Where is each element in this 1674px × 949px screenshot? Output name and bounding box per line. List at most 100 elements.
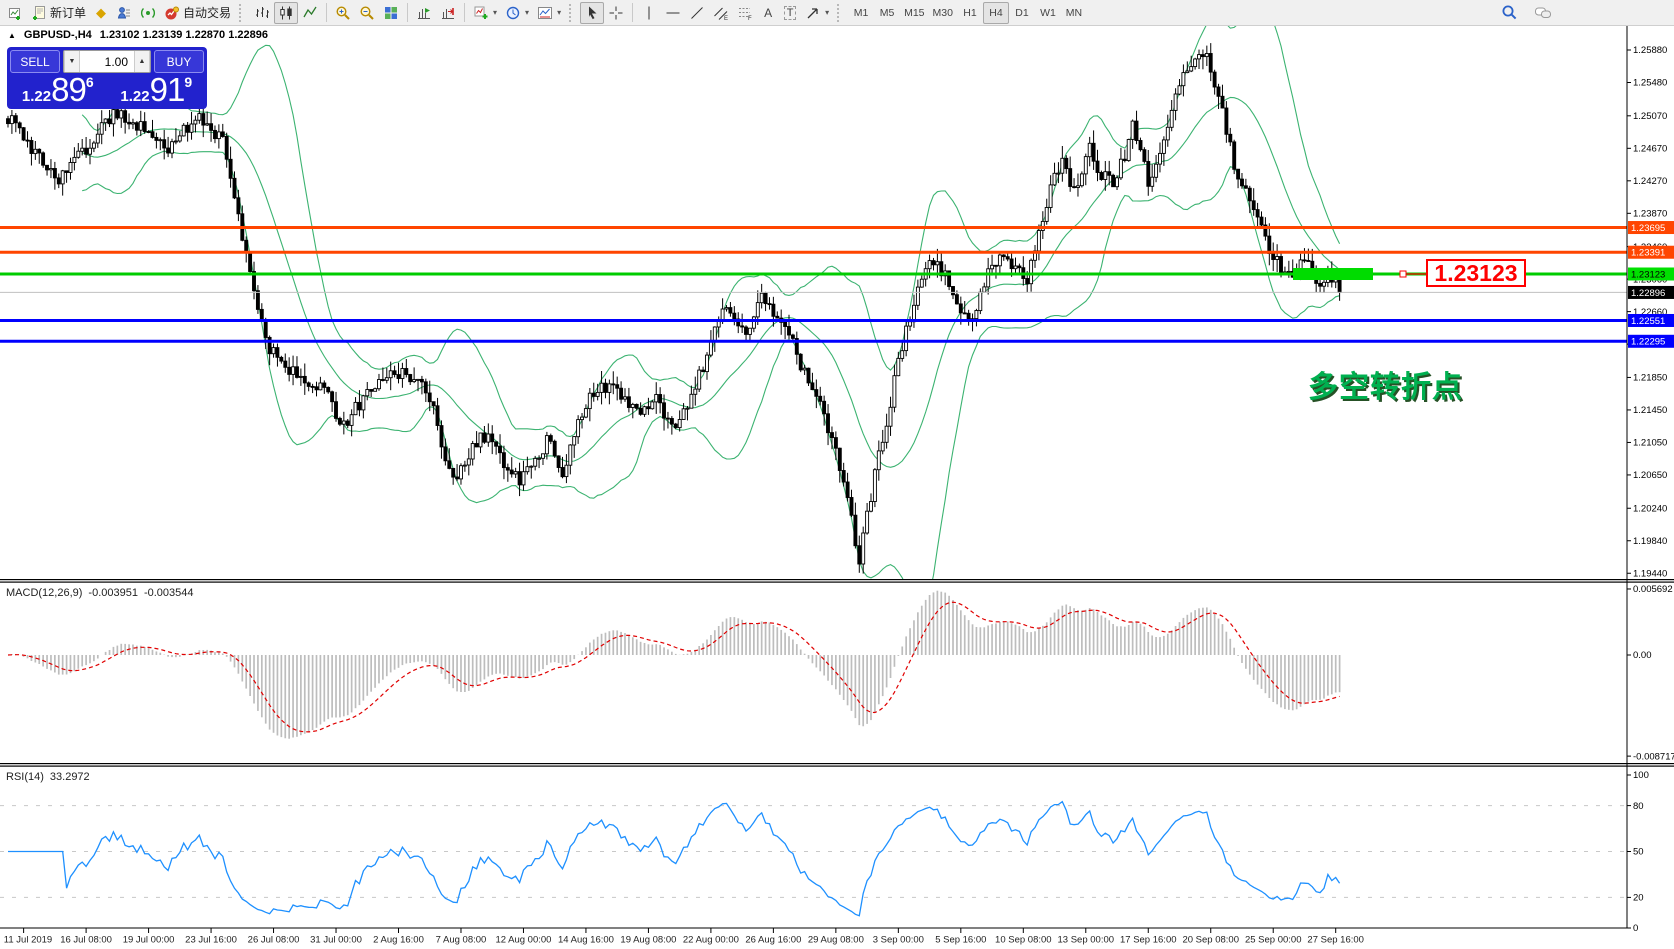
pane-borders xyxy=(0,26,1674,929)
auto-scroll-icon xyxy=(418,7,431,19)
arrows-tool-button[interactable]: ▾ xyxy=(801,2,833,24)
rsi-axis: 100 80 50 20 0 xyxy=(1627,770,1649,934)
line-chart-button[interactable] xyxy=(298,2,322,24)
market-watch-button[interactable]: ◆ xyxy=(90,2,112,24)
vertical-line-icon xyxy=(648,6,650,19)
svg-text:F: F xyxy=(748,16,752,21)
svg-text:10 Sep 08:00: 10 Sep 08:00 xyxy=(995,935,1052,946)
timeframe-M15[interactable]: M15 xyxy=(904,6,925,19)
toolbar-grip[interactable] xyxy=(239,3,246,22)
svg-text:1.24270: 1.24270 xyxy=(1633,176,1667,187)
buy-price-display[interactable]: 1.22 91 9 xyxy=(120,71,193,108)
symbol-period: GBPUSD-,H4 xyxy=(23,29,92,41)
turning-point-annotation[interactable]: 多空转折点 xyxy=(1308,371,1463,404)
macd-axis: 0.005692 0.00 -0.008717 xyxy=(1627,584,1674,762)
zoom-out-button[interactable] xyxy=(355,2,379,24)
equidistant-channel-tool-button[interactable]: E xyxy=(709,2,733,24)
cursor-button[interactable] xyxy=(580,1,605,24)
text-label-tool-button[interactable]: T xyxy=(779,2,801,24)
crosshair-button[interactable] xyxy=(604,2,628,24)
highlight-rect[interactable] xyxy=(1293,268,1373,280)
timeframe-M1[interactable]: M1 xyxy=(853,6,869,19)
tile-windows-icon xyxy=(385,6,398,19)
chart-canvas[interactable]: 1.25880 1.25480 1.25070 1.24670 1.24270 1.238… xyxy=(0,26,1674,949)
line-chart-icon xyxy=(303,6,317,17)
volume-spinner: ▼ ▲ xyxy=(63,50,151,73)
timeframe-W1[interactable]: W1 xyxy=(1040,6,1056,19)
periods-button[interactable]: ▾ xyxy=(501,2,533,24)
svg-text:0: 0 xyxy=(1633,923,1638,934)
caret-down-icon: ▾ xyxy=(493,8,498,17)
collapse-icon[interactable]: ▲ xyxy=(8,30,16,40)
svg-text:31 Jul 00:00: 31 Jul 00:00 xyxy=(310,935,362,946)
indicators-icon xyxy=(474,6,488,19)
indicators-button[interactable]: ▾ xyxy=(469,2,501,24)
auto-trading-icon xyxy=(165,6,180,19)
new-chart-button[interactable] xyxy=(3,2,27,24)
svg-text:1.20650: 1.20650 xyxy=(1633,470,1667,481)
svg-text:-0.008717: -0.008717 xyxy=(1633,751,1674,762)
volume-increase-button[interactable]: ▲ xyxy=(134,51,150,72)
tile-windows-button[interactable] xyxy=(379,2,403,24)
vertical-line-tool-button[interactable] xyxy=(637,2,661,24)
svg-text:1.25070: 1.25070 xyxy=(1633,111,1667,122)
timeframe-H4[interactable]: H4 xyxy=(982,1,1009,24)
ohlc-values: 1.23102 1.23139 1.22870 1.22896 xyxy=(99,29,268,41)
trendline-icon xyxy=(691,6,703,19)
buy-button[interactable]: BUY xyxy=(154,50,204,73)
macd-label: MACD(12,26,9) -0.003951 -0.003544 xyxy=(6,587,194,599)
signals-button[interactable] xyxy=(136,2,160,24)
templates-icon xyxy=(538,6,553,19)
search-button[interactable] xyxy=(1497,2,1522,24)
sell-button[interactable]: SELL xyxy=(10,50,60,73)
zoom-in-button[interactable] xyxy=(331,2,355,24)
templates-button[interactable]: ▾ xyxy=(533,2,565,24)
candlestick-chart-button[interactable] xyxy=(274,1,299,24)
sell-price-display[interactable]: 1.22 89 6 xyxy=(21,71,94,108)
text-label-tool-icon: T xyxy=(783,5,797,20)
fibonacci-tool-button[interactable]: F xyxy=(733,2,757,24)
svg-text:1.22896: 1.22896 xyxy=(1631,288,1665,299)
auto-scroll-button[interactable] xyxy=(412,2,436,24)
timeframe-M30[interactable]: M30 xyxy=(932,6,953,19)
timeframe-toolbar: M1 M5 M15 M30 H1 H4 D1 W1 MN xyxy=(848,1,1087,24)
macd-main-value: -0.003951 xyxy=(88,587,138,599)
svg-text:0.005692: 0.005692 xyxy=(1633,584,1673,595)
timeframe-MN[interactable]: MN xyxy=(1065,6,1083,19)
price-axis[interactable]: 1.25880 1.25480 1.25070 1.24670 1.24270 1.238… xyxy=(1627,45,1674,579)
svg-text:1.19840: 1.19840 xyxy=(1633,536,1667,547)
toolbar-grip[interactable] xyxy=(837,3,844,22)
chart-window: 1.25880 1.25480 1.25070 1.24670 1.24270 1.238… xyxy=(0,26,1674,949)
svg-text:1.19440: 1.19440 xyxy=(1633,568,1667,579)
timeframe-D1[interactable]: D1 xyxy=(1015,6,1029,19)
bar-chart-button[interactable] xyxy=(250,2,274,24)
arrows-icon xyxy=(807,7,818,18)
svg-text:1.25480: 1.25480 xyxy=(1633,78,1667,89)
auto-trading-button[interactable]: 自动交易 xyxy=(160,2,235,24)
volume-decrease-button[interactable]: ▼ xyxy=(64,51,80,72)
trendline-tool-button[interactable] xyxy=(685,2,709,24)
volume-input[interactable] xyxy=(80,51,134,72)
svg-text:20: 20 xyxy=(1633,893,1644,904)
chat-button[interactable] xyxy=(1530,2,1556,24)
new-order-button[interactable]: 新订单 xyxy=(27,2,90,24)
signals-icon xyxy=(141,7,155,18)
timeframe-H1[interactable]: H1 xyxy=(963,6,977,19)
fibonacci-icon: F xyxy=(739,7,752,21)
time-axis[interactable]: 11 Jul 2019 16 Jul 08:00 19 Jul 00:00 23 Ju… xyxy=(4,928,1364,946)
svg-text:20 Sep 08:00: 20 Sep 08:00 xyxy=(1182,935,1239,946)
text-tool-button[interactable]: A xyxy=(757,2,779,24)
timeframe-M5[interactable]: M5 xyxy=(879,6,895,19)
svg-text:23 Jul 16:00: 23 Jul 16:00 xyxy=(185,935,237,946)
horizontal-line-tool-button[interactable] xyxy=(661,2,685,24)
chart-shift-button[interactable] xyxy=(436,2,460,24)
periods-icon xyxy=(506,6,520,19)
data-window-button[interactable] xyxy=(112,2,136,24)
price-callout-box[interactable]: 1.23123 xyxy=(1426,259,1526,287)
zoom-out-icon xyxy=(360,5,374,20)
zoom-in-icon xyxy=(336,5,350,20)
new-chart-icon xyxy=(9,7,20,20)
toolbar-grip[interactable] xyxy=(569,3,576,22)
rsi-value: 33.2972 xyxy=(49,771,90,783)
